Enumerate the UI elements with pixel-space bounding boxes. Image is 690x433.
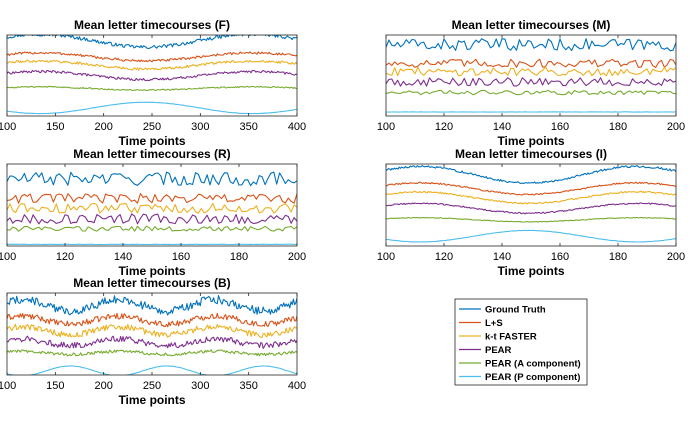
series-line-pear — [7, 69, 297, 82]
x-tick-label: 100 — [377, 251, 395, 263]
panel-title: Mean letter timecourses (B) — [73, 276, 230, 290]
panel-title: Mean letter timecourses (F) — [74, 18, 230, 32]
series-line-pear-p-component — [386, 229, 676, 243]
x-tick-label: 150 — [46, 380, 64, 392]
legend: Ground Truth L+S k-t FASTER PEAR PEAR (A com… — [454, 298, 588, 386]
x-tick-label: 120 — [56, 251, 74, 263]
series-group — [7, 35, 297, 115]
legend-box — [454, 298, 588, 386]
series-line-pear-a-component — [7, 349, 297, 357]
x-tick-label: 140 — [493, 251, 511, 263]
legend-label: PEAR — [485, 345, 512, 356]
axes-frame — [385, 163, 677, 247]
x-tick-label: 120 — [435, 251, 453, 263]
x-axis-label: Time points — [118, 393, 185, 407]
series-line-pear — [386, 202, 676, 215]
series-group — [386, 164, 676, 243]
x-tick-label: 400 — [288, 380, 306, 392]
legend-label: PEAR (P component) — [485, 372, 580, 383]
x-tick-label: 250 — [143, 380, 161, 392]
series-line-l-s — [386, 181, 676, 196]
x-tick-label: 100 — [0, 121, 16, 133]
x-tick-label: 200 — [94, 380, 112, 392]
series-line-l-s — [7, 312, 297, 328]
series-line-pear-p-component — [7, 101, 297, 115]
panel-i: Mean letter timecourses (I) 100 120 140 160 1… — [377, 147, 685, 278]
series-line-pear-a-component — [7, 85, 297, 92]
x-tick-label: 200 — [94, 121, 112, 133]
panel-title: Mean letter timecourses (M) — [452, 18, 611, 32]
x-tick-label: 120 — [435, 121, 453, 133]
panel-b: Mean letter timecourses (B) 100 150 200 250 3… — [0, 276, 306, 407]
axes-frame — [6, 163, 298, 247]
series-line-l-s — [386, 58, 676, 69]
series-line-pear — [386, 77, 676, 87]
series-line-ground-truth — [386, 164, 676, 185]
x-tick-label: 180 — [609, 121, 627, 133]
series-group — [7, 295, 297, 375]
x-tick-label: 100 — [0, 380, 16, 392]
panel-title: Mean letter timecourses (I) — [455, 147, 607, 161]
series-line-ground-truth — [7, 295, 297, 316]
series-line-ground-truth — [386, 38, 676, 52]
x-tick-label: 350 — [239, 121, 257, 133]
series-line-k-t-faster — [7, 323, 297, 339]
x-tick-label: 160 — [551, 251, 569, 263]
series-line-pear-p-component — [7, 365, 297, 375]
panel-title: Mean letter timecourses (R) — [73, 147, 230, 161]
series-line-l-s — [7, 193, 297, 204]
series-line-l-s — [7, 51, 297, 63]
x-tick-label: 100 — [0, 251, 16, 263]
x-tick-label: 300 — [191, 121, 209, 133]
series-line-k-t-faster — [386, 190, 676, 205]
panel-f: Mean letter timecourses (F) 100 150 200 250 3… — [0, 18, 306, 148]
series-line-pear — [7, 213, 297, 225]
series-line-k-t-faster — [7, 59, 297, 71]
x-tick-label: 200 — [667, 251, 685, 263]
x-tick-label: 400 — [288, 121, 306, 133]
x-axis-label: Time points — [118, 264, 185, 278]
x-tick-label: 180 — [609, 251, 627, 263]
legend-label: k-t FASTER — [485, 332, 537, 343]
series-line-pear — [7, 335, 297, 349]
legend-label: L+S — [485, 318, 503, 329]
x-tick-label: 160 — [172, 251, 190, 263]
axes-frame — [385, 34, 677, 117]
series-line-pear-a-component — [386, 89, 676, 96]
x-tick-label: 300 — [191, 380, 209, 392]
x-tick-label: 200 — [667, 121, 685, 133]
x-axis-label: Time points — [497, 264, 564, 278]
x-axis-label: Time points — [497, 134, 564, 148]
x-tick-label: 160 — [551, 121, 569, 133]
legend-label: Ground Truth — [485, 305, 546, 316]
panel-r: Mean letter timecourses (R) 100 120 140 160 1… — [0, 147, 306, 278]
x-tick-label: 180 — [230, 251, 248, 263]
series-line-pear-a-component — [7, 225, 297, 232]
series-line-ground-truth — [7, 171, 297, 187]
panel-m: Mean letter timecourses (M) 100 120 140 160 1… — [377, 18, 685, 148]
series-group — [7, 171, 297, 246]
x-tick-label: 150 — [46, 121, 64, 133]
series-line-pear-a-component — [386, 216, 676, 223]
x-tick-label: 250 — [143, 121, 161, 133]
series-line-k-t-faster — [386, 66, 676, 77]
series-line-k-t-faster — [7, 202, 297, 214]
x-tick-label: 140 — [114, 251, 132, 263]
x-tick-label: 140 — [493, 121, 511, 133]
series-group — [386, 38, 676, 113]
x-tick-label: 200 — [288, 251, 306, 263]
x-axis-label: Time points — [118, 134, 185, 148]
legend-label: PEAR (A component) — [485, 359, 581, 370]
x-tick-label: 100 — [377, 121, 395, 133]
x-tick-label: 350 — [239, 380, 257, 392]
